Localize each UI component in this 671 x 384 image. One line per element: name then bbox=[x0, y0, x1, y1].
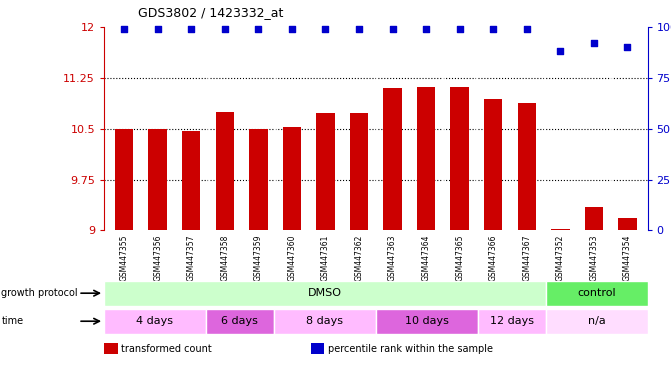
Bar bbox=[478, 309, 546, 334]
Text: GSM447355: GSM447355 bbox=[119, 235, 129, 281]
Bar bbox=[618, 218, 637, 230]
Bar bbox=[484, 99, 503, 230]
Bar bbox=[215, 112, 234, 230]
Bar bbox=[316, 113, 335, 230]
Point bbox=[152, 26, 163, 32]
Text: GSM447359: GSM447359 bbox=[254, 235, 263, 281]
Point bbox=[521, 26, 532, 32]
Text: control: control bbox=[577, 288, 616, 298]
Text: GSM447364: GSM447364 bbox=[421, 235, 431, 281]
Bar bbox=[383, 88, 402, 230]
Point bbox=[454, 26, 465, 32]
Bar bbox=[182, 131, 201, 230]
Point bbox=[588, 40, 599, 46]
Text: 10 days: 10 days bbox=[405, 316, 449, 326]
Bar bbox=[311, 343, 324, 354]
Bar bbox=[104, 309, 206, 334]
Text: GDS3802 / 1423332_at: GDS3802 / 1423332_at bbox=[138, 6, 283, 19]
Point bbox=[421, 26, 431, 32]
Text: 8 days: 8 days bbox=[306, 316, 344, 326]
Point bbox=[186, 26, 197, 32]
Text: growth protocol: growth protocol bbox=[1, 288, 78, 298]
Bar bbox=[282, 127, 301, 230]
Bar bbox=[450, 86, 469, 230]
Bar bbox=[148, 129, 167, 230]
Point bbox=[354, 26, 364, 32]
Text: GSM447357: GSM447357 bbox=[187, 235, 196, 281]
Bar bbox=[104, 281, 546, 306]
Text: percentile rank within the sample: percentile rank within the sample bbox=[328, 344, 493, 354]
Text: 12 days: 12 days bbox=[490, 316, 533, 326]
Text: GSM447361: GSM447361 bbox=[321, 235, 330, 281]
Text: GSM447356: GSM447356 bbox=[153, 235, 162, 281]
Point bbox=[488, 26, 499, 32]
Text: GSM447354: GSM447354 bbox=[623, 235, 632, 281]
Point bbox=[320, 26, 331, 32]
Text: GSM447352: GSM447352 bbox=[556, 235, 565, 281]
Text: GSM447365: GSM447365 bbox=[455, 235, 464, 281]
Bar bbox=[274, 309, 376, 334]
Text: GSM447360: GSM447360 bbox=[287, 235, 297, 281]
Text: GSM447363: GSM447363 bbox=[388, 235, 397, 281]
Text: GSM447358: GSM447358 bbox=[220, 235, 229, 281]
Text: GSM447367: GSM447367 bbox=[522, 235, 531, 281]
Text: GSM447366: GSM447366 bbox=[488, 235, 498, 281]
Point bbox=[253, 26, 264, 32]
Bar bbox=[551, 229, 570, 230]
Bar bbox=[206, 309, 274, 334]
Point bbox=[387, 26, 398, 32]
Text: GSM447353: GSM447353 bbox=[589, 235, 599, 281]
Bar bbox=[584, 207, 603, 230]
Bar bbox=[350, 113, 368, 230]
Text: n/a: n/a bbox=[588, 316, 605, 326]
Bar bbox=[376, 309, 478, 334]
Bar bbox=[546, 309, 648, 334]
Bar bbox=[104, 343, 117, 354]
Text: transformed count: transformed count bbox=[121, 344, 212, 354]
Point bbox=[555, 48, 566, 55]
Point bbox=[219, 26, 230, 32]
Point bbox=[287, 26, 297, 32]
Text: GSM447362: GSM447362 bbox=[354, 235, 364, 281]
Text: 4 days: 4 days bbox=[136, 316, 174, 326]
Bar bbox=[115, 129, 134, 230]
Text: DMSO: DMSO bbox=[308, 288, 342, 298]
Text: time: time bbox=[1, 316, 23, 326]
Bar bbox=[417, 86, 435, 230]
Bar bbox=[546, 281, 648, 306]
Bar bbox=[249, 129, 268, 230]
Bar bbox=[517, 103, 536, 230]
Text: 6 days: 6 days bbox=[221, 316, 258, 326]
Point bbox=[119, 26, 130, 32]
Point bbox=[622, 44, 633, 50]
